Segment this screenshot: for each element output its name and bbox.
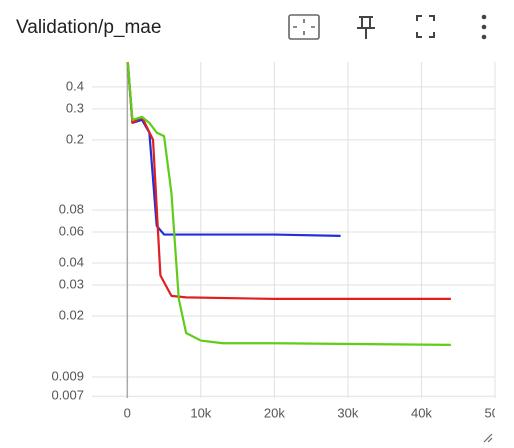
y-tick-label: 0.03 [59, 276, 84, 291]
series-line [126, 62, 341, 237]
x-tick-label: 50k [485, 405, 506, 420]
fit-domain-icon[interactable] [288, 14, 320, 40]
y-tick-label: 0.3 [66, 100, 84, 115]
y-tick-label: 0.08 [59, 201, 84, 216]
menu-icon[interactable] [481, 14, 487, 40]
tick-labels: 0.4 0.3 0.2 0.08 0.06 0.04 0.03 0.02 0.009 0.007 0… [51, 78, 506, 420]
y-tick-label: 0.04 [59, 254, 84, 269]
chart-title: Validation/p_mae [16, 17, 161, 38]
x-tick-label: 30k [337, 405, 358, 420]
y-tick-label: 0.4 [66, 78, 84, 93]
series-line [126, 62, 451, 300]
resize-handle[interactable] [483, 433, 493, 443]
x-tick-label: 0 [124, 405, 131, 420]
series-line [126, 62, 451, 346]
x-tick-label: 40k [411, 405, 432, 420]
y-tick-label: 0.009 [51, 368, 84, 383]
y-tick-label: 0.06 [59, 223, 84, 238]
y-tick-label: 0.007 [51, 388, 84, 403]
pin-icon[interactable] [357, 16, 375, 39]
y-tick-label: 0.2 [66, 131, 84, 146]
grid [92, 62, 496, 398]
x-tick-label: 10k [190, 405, 211, 420]
x-tick-label: 20k [264, 405, 285, 420]
y-tick-label: 0.02 [59, 307, 84, 322]
fullscreen-icon[interactable] [416, 15, 435, 38]
plot-lines [126, 62, 451, 346]
